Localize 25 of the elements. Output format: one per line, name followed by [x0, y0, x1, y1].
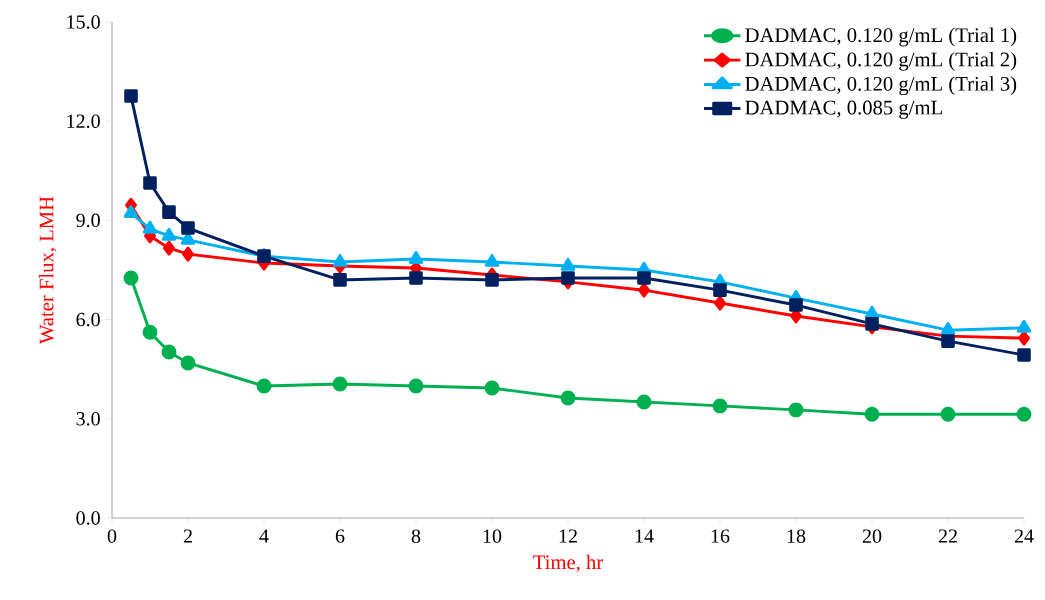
x-tick-label: 16: [711, 529, 730, 543]
y-tick-label: 12.0: [67, 114, 100, 128]
x-tick-label: 0: [107, 529, 117, 543]
y-tick-label: 6.0: [76, 312, 100, 327]
y-tick-label: 3.0: [76, 412, 100, 426]
y-tick-label: 0.0: [76, 511, 100, 525]
x-tick-label: 2: [183, 529, 192, 543]
legend-label: DADMAC, 0.120 g/mL (Trial 1): [745, 27, 1017, 47]
x-tick-label: 4: [259, 529, 269, 543]
x-axis-title: Time, hr: [533, 554, 604, 573]
x-tick-label: 12: [559, 529, 577, 543]
legend-label: DADMAC, 0.085 g/mL: [745, 100, 942, 119]
x-tick-label: 6: [335, 529, 345, 543]
x-tick-label: 8: [411, 529, 421, 543]
x-tick-label: 22: [938, 529, 957, 543]
x-tick-label: 14: [635, 529, 654, 543]
legend-label: DADMAC, 0.120 g/mL (Trial 3): [745, 76, 1017, 96]
y-axis-title: Water Flux, LMH: [38, 196, 57, 345]
x-tick-label: 20: [862, 529, 882, 543]
y-tick-label: 15.0: [67, 15, 100, 29]
x-tick-label: 18: [787, 529, 806, 543]
x-tick-label: 24: [1014, 529, 1034, 543]
y-tick-label: 9.0: [76, 213, 100, 228]
x-tick-label: 10: [483, 529, 502, 543]
legend-label: DADMAC, 0.120 g/mL (Trial 2): [745, 51, 1017, 71]
